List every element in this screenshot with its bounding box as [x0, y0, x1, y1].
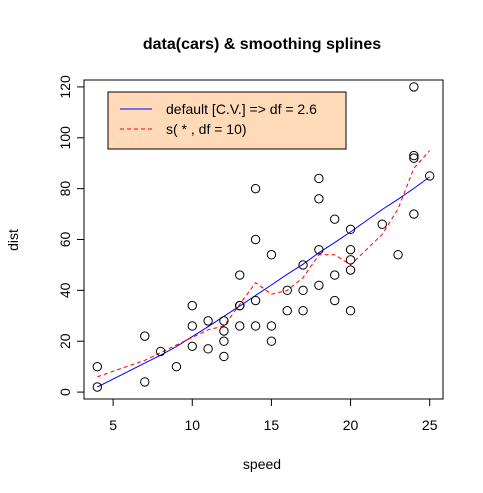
data-point — [345, 244, 356, 255]
data-point — [298, 285, 308, 296]
x-tick-label: 15 — [264, 417, 280, 433]
series-lines — [97, 150, 431, 388]
data-point — [409, 82, 419, 92]
y-tick-label: 100 — [57, 126, 73, 150]
data-point — [409, 150, 419, 161]
legend-box — [107, 91, 347, 150]
data-point — [330, 295, 340, 306]
data-point — [393, 250, 403, 260]
y-tick-label: 120 — [57, 75, 73, 99]
data-point — [92, 382, 102, 392]
data-point — [345, 306, 356, 316]
series-line-1 — [97, 150, 431, 378]
x-tick-label: 20 — [343, 417, 359, 433]
data-point — [377, 219, 387, 229]
data-point — [314, 194, 324, 204]
data-point — [92, 361, 102, 372]
y-tick-label: 40 — [57, 282, 73, 298]
x-tick-label: 10 — [184, 417, 200, 433]
data-point — [250, 295, 261, 306]
data-point — [282, 306, 292, 316]
x-tick-label: 25 — [422, 417, 438, 433]
data-point — [298, 260, 308, 270]
data-point — [140, 331, 150, 341]
data-point — [330, 270, 340, 280]
data-point — [219, 326, 229, 336]
data-point — [314, 280, 324, 290]
data-point — [187, 341, 197, 352]
x-axis: 5 10 15 20 25 — [109, 398, 438, 433]
data-point — [298, 306, 308, 316]
legend: default [C.V.] => df = 2.6 s( * , df = 1… — [107, 91, 347, 150]
data-point — [282, 285, 292, 296]
x-tick-label: 5 — [109, 417, 117, 433]
data-point — [219, 336, 229, 346]
data-point — [171, 361, 182, 372]
data-point — [203, 316, 213, 326]
y-tick-label: 60 — [57, 232, 73, 248]
x-axis-label: speed — [243, 456, 281, 472]
legend-label-df10: s( * , df = 10) — [166, 121, 247, 137]
series-line-0 — [97, 176, 430, 388]
data-point — [266, 250, 277, 260]
data-point — [250, 234, 261, 245]
data-point — [155, 346, 166, 357]
data-point — [140, 377, 150, 387]
data-point — [219, 316, 229, 326]
chart-title: data(cars) & smoothing splines — [143, 36, 381, 53]
data-point — [266, 321, 277, 331]
data-point — [314, 173, 324, 184]
y-tick-label: 0 — [57, 388, 73, 396]
data-point — [187, 300, 197, 311]
data-point — [266, 336, 277, 346]
y-tick-label: 20 — [57, 333, 73, 349]
data-point — [250, 183, 261, 194]
data-point — [409, 153, 419, 163]
data-point — [235, 300, 245, 311]
data-point — [345, 224, 356, 235]
data-point — [250, 321, 261, 331]
y-tick-label: 80 — [57, 181, 73, 197]
data-point — [235, 321, 245, 331]
data-point — [187, 321, 197, 331]
data-point — [235, 270, 245, 280]
data-point — [345, 255, 356, 265]
data-point — [219, 351, 229, 362]
data-point — [345, 265, 356, 275]
data-point — [203, 344, 213, 354]
data-points — [92, 82, 435, 392]
y-axis-label: dist — [5, 229, 21, 251]
data-point — [314, 244, 324, 255]
legend-label-default: default [C.V.] => df = 2.6 — [166, 101, 317, 117]
data-point — [409, 209, 419, 219]
y-axis: 0 20 40 60 80 100 120 — [57, 75, 85, 396]
data-point — [425, 171, 435, 181]
data-point — [330, 214, 340, 224]
